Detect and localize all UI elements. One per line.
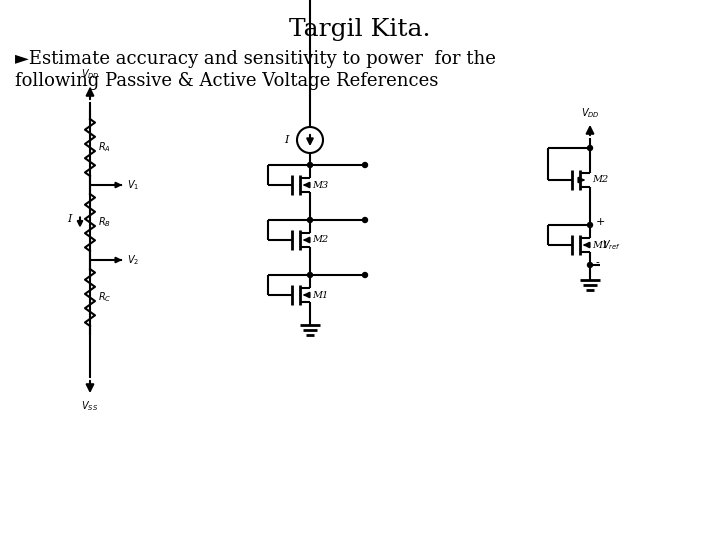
Circle shape (588, 262, 593, 267)
Circle shape (307, 163, 312, 167)
Text: $R_C$: $R_C$ (98, 291, 112, 305)
Text: M2: M2 (592, 176, 608, 185)
Text: $V_{DD}$: $V_{DD}$ (580, 106, 600, 120)
Text: ►Estimate accuracy and sensitivity to power  for the: ►Estimate accuracy and sensitivity to po… (15, 50, 496, 68)
Circle shape (588, 222, 593, 227)
Text: $V_{ref}$: $V_{ref}$ (602, 238, 621, 252)
Text: $V_2$: $V_2$ (127, 253, 139, 267)
Text: M3: M3 (312, 180, 328, 190)
Text: I: I (68, 213, 72, 224)
Text: Targil Kita.: Targil Kita. (289, 18, 431, 41)
Text: M2: M2 (312, 235, 328, 245)
Circle shape (362, 218, 367, 222)
Text: following Passive & Active Voltage References: following Passive & Active Voltage Refer… (15, 72, 438, 90)
Text: M1: M1 (592, 240, 608, 249)
Text: I: I (284, 135, 289, 145)
Circle shape (588, 145, 593, 151)
Text: +: + (596, 217, 606, 227)
Text: M1: M1 (312, 291, 328, 300)
Text: $R_A$: $R_A$ (98, 140, 111, 154)
Circle shape (362, 273, 367, 278)
Circle shape (307, 218, 312, 222)
Text: $V_{DD}$: $V_{DD}$ (81, 67, 99, 81)
Circle shape (307, 273, 312, 278)
Circle shape (362, 163, 367, 167)
Text: $V_1$: $V_1$ (127, 178, 139, 192)
Text: -: - (596, 258, 600, 268)
Text: $V_{SS}$: $V_{SS}$ (81, 399, 99, 413)
Text: $R_B$: $R_B$ (98, 215, 111, 230)
